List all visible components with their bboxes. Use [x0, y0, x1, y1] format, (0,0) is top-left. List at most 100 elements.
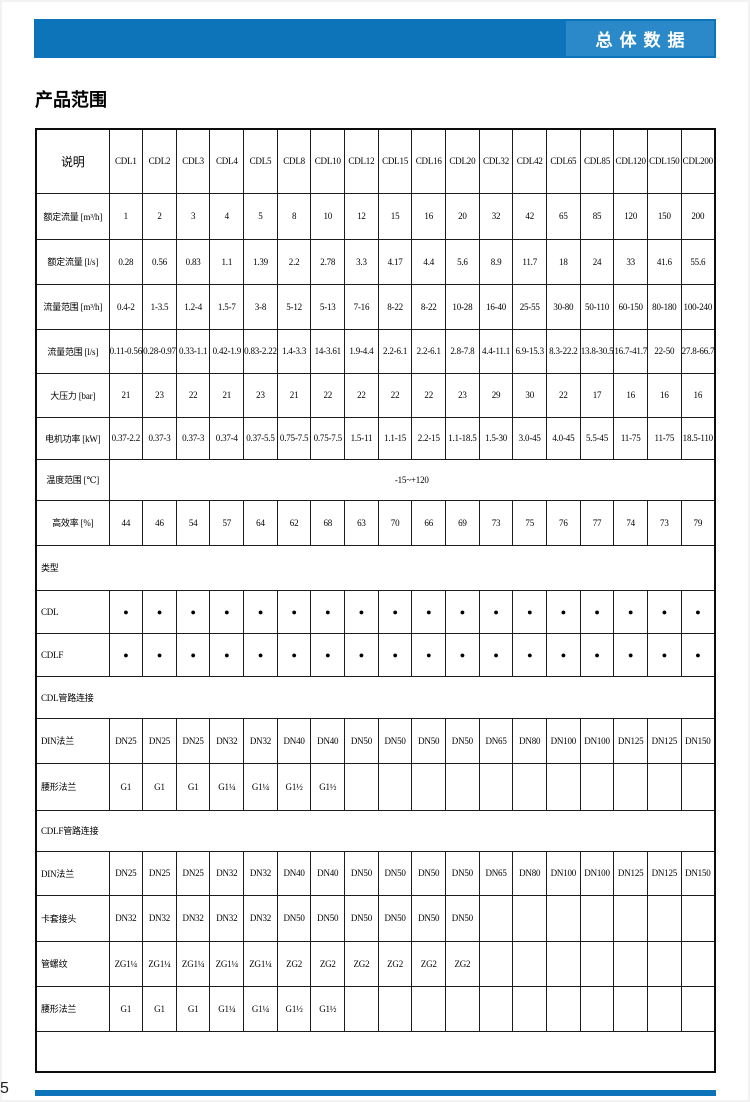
- value-cell: ●: [276, 589, 312, 634]
- value-cell: 2.2: [276, 238, 312, 285]
- row-label: CDLF: [35, 632, 110, 677]
- value-cell: ●: [108, 589, 144, 634]
- table-row: 高效率 [%] 44 46 54 57 64 62 68 63 70 66 69 73 75 76 77 74 7…: [35, 499, 716, 546]
- value-cell: 22: [310, 372, 346, 418]
- value-cell: 18: [546, 238, 581, 285]
- value-cell: DN25: [142, 850, 177, 896]
- value-cell: DN50: [276, 894, 312, 942]
- value-cell: 16-40: [478, 283, 514, 330]
- value-cell: 5-12: [276, 283, 312, 330]
- value-cell: 85: [579, 192, 615, 240]
- value-cell: ●: [411, 589, 447, 634]
- value-cell: 13.8-30.5: [579, 328, 615, 374]
- value-cell: 0.42-1.9: [209, 328, 245, 374]
- value-cell: 0.37-2.2: [108, 416, 144, 460]
- value-cell: [377, 762, 413, 811]
- value-cell: [445, 762, 480, 811]
- value-cell: 22: [344, 372, 379, 418]
- value-cell: 70: [377, 499, 413, 546]
- value-cell: 25-55: [512, 283, 548, 330]
- value-cell: DN50: [411, 850, 447, 896]
- value-cell: 22-50: [647, 328, 682, 374]
- value-cell: DN100: [546, 717, 581, 764]
- value-cell: ●: [579, 632, 615, 677]
- value-cell: DN50: [445, 850, 480, 896]
- value-cell: [411, 985, 447, 1032]
- value-cell: ●: [579, 589, 615, 634]
- value-cell: ●: [546, 632, 581, 677]
- value-cell: [680, 762, 716, 811]
- value-cell: 77: [579, 499, 615, 546]
- value-cell: 4.0-45: [546, 416, 581, 460]
- value-cell: [411, 762, 447, 811]
- table-row: CDL管路连接: [35, 675, 716, 719]
- value-cell: 1.2-4: [175, 283, 211, 330]
- value-cell: 1.5-30: [478, 416, 514, 460]
- value-cell: [579, 894, 615, 942]
- value-cell: 68: [310, 499, 346, 546]
- value-cell: 1.39: [243, 238, 278, 285]
- value-cell: [546, 894, 581, 942]
- column-header: CDL2: [142, 128, 177, 194]
- value-cell: 4.4: [411, 238, 447, 285]
- table-row: CDL ● ● ● ● ● ● ● ● ● ● ● ● ● ● ● ● ● ●: [35, 589, 716, 634]
- value-cell: 0.11-0.56: [108, 328, 144, 374]
- value-cell: 8-22: [377, 283, 413, 330]
- value-cell: 0.33-1.1: [175, 328, 211, 374]
- value-cell: [445, 985, 480, 1032]
- value-cell: 2.78: [310, 238, 346, 285]
- value-cell: 120: [613, 192, 648, 240]
- value-cell: G1¼: [243, 985, 278, 1032]
- row-label: 电机功率 [kW]: [35, 416, 110, 460]
- value-cell: [647, 985, 682, 1032]
- value-cell: 21: [276, 372, 312, 418]
- table-header: 说明 CDL1 CDL2 CDL3 CDL4 CDL5 CDL8 CDL10 CDL12 CDL…: [35, 128, 716, 194]
- value-cell: ZG1¼: [108, 940, 144, 987]
- value-cell: [613, 940, 648, 987]
- value-cell: DN40: [276, 850, 312, 896]
- value-cell: ZG2: [344, 940, 379, 987]
- value-cell: 73: [647, 499, 682, 546]
- value-cell: 63: [344, 499, 379, 546]
- value-cell: 8.9: [478, 238, 514, 285]
- value-cell: [680, 985, 716, 1032]
- value-cell: 0.4-2: [108, 283, 144, 330]
- value-cell: 2.2-6.1: [377, 328, 413, 374]
- value-cell: DN65: [478, 850, 514, 896]
- value-cell: 29: [478, 372, 514, 418]
- footer-accent-line: [35, 1090, 716, 1096]
- value-cell: DN32: [243, 850, 278, 896]
- column-header: CDL42: [512, 128, 548, 194]
- value-cell: 2.2-15: [411, 416, 447, 460]
- value-cell: ●: [680, 589, 716, 634]
- value-cell: G1½: [310, 762, 346, 811]
- value-cell: 21: [108, 372, 144, 418]
- value-cell: 8.3-22.2: [546, 328, 581, 374]
- value-cell: DN125: [613, 717, 648, 764]
- value-cell: 64: [243, 499, 278, 546]
- value-cell: DN32: [243, 894, 278, 942]
- value-cell: ●: [175, 589, 211, 634]
- row-label: 流量范围 [l/s]: [35, 328, 110, 374]
- value-cell: DN100: [579, 850, 615, 896]
- table-row: [35, 1030, 716, 1073]
- row-label: 腰形法兰: [35, 762, 110, 811]
- value-cell: DN25: [175, 717, 211, 764]
- page-header-title: 总体数据: [566, 21, 714, 56]
- value-cell: DN80: [512, 850, 548, 896]
- row-label: 额定流量 [l/s]: [35, 238, 110, 285]
- value-cell: [546, 762, 581, 811]
- value-cell: 54: [175, 499, 211, 546]
- table-row: 大压力 [bar] 21 23 22 21 23 21 22 22 22 22 23 29 30 22 17 1…: [35, 372, 716, 418]
- value-cell: DN25: [108, 850, 144, 896]
- value-cell: DN50: [411, 717, 447, 764]
- value-cell: ZG1¼: [209, 940, 245, 987]
- value-cell: 14-3.61: [310, 328, 346, 374]
- merged-value-cell: -15~+120: [108, 458, 716, 501]
- value-cell: ●: [647, 589, 682, 634]
- value-cell: DN125: [647, 717, 682, 764]
- value-cell: 1.1: [209, 238, 245, 285]
- value-cell: ●: [377, 589, 413, 634]
- row-label: 卡套接头: [35, 894, 110, 942]
